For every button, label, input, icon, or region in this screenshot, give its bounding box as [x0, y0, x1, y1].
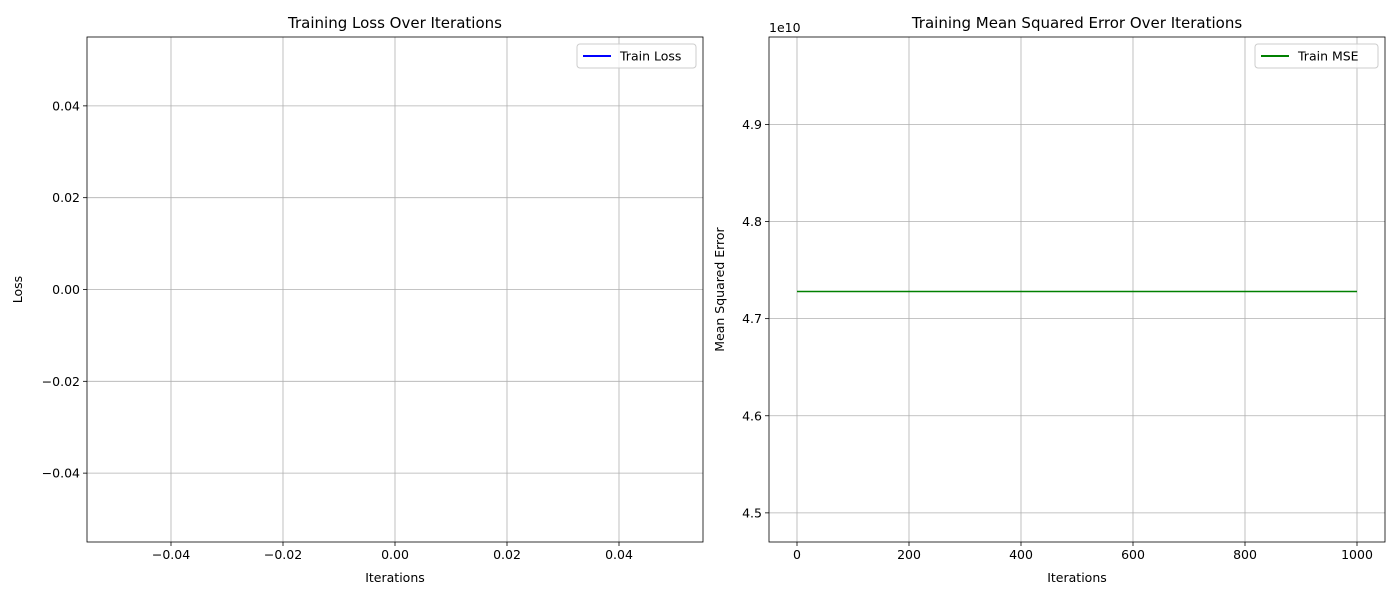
y-axis-label: Mean Squared Error: [712, 226, 727, 351]
legend-label: Train MSE: [1297, 49, 1359, 64]
chart-title: Training Loss Over Iterations: [287, 14, 502, 32]
y-tick-label: 4.7: [742, 311, 762, 326]
x-tick-label: 0.00: [381, 547, 409, 562]
x-tick-label: −0.02: [264, 547, 302, 562]
plot-area: [769, 37, 1385, 542]
x-axis-label: Iterations: [365, 570, 425, 585]
x-axis-label: Iterations: [1047, 570, 1107, 585]
y-tick-label: 4.6: [742, 408, 762, 423]
legend-label: Train Loss: [619, 49, 681, 64]
x-tick-label: 1000: [1341, 547, 1373, 562]
axes-frame: [768, 36, 1386, 543]
legend-box: [1254, 43, 1379, 69]
chart-panel-2: 0 200 400 600 800 1000 4.5 4.6 4.7 4.8 4.9 1e10 Trai…: [712, 14, 1386, 585]
y-tick-label: 0.04: [52, 98, 80, 113]
x-tick-label: 0.02: [493, 547, 521, 562]
chart-panel-1: −0.04 −0.02 0.00 0.02 0.04 −0.04 −0.02 0.00 0.02…: [10, 14, 704, 585]
y-axis-label: Loss: [10, 276, 25, 303]
chart-title: Training Mean Squared Error Over Iterati…: [911, 14, 1242, 32]
y-tick-label: 4.5: [742, 505, 762, 520]
y-tick-label: −0.04: [42, 466, 80, 481]
x-tick-label: 0: [793, 547, 801, 562]
legend-box: [576, 43, 697, 69]
x-tick-label: 0.04: [605, 547, 633, 562]
y-tick-label: 0.00: [52, 282, 80, 297]
x-tick-label: 200: [897, 547, 921, 562]
x-tick-label: 600: [1121, 547, 1145, 562]
y-tick-label: 4.9: [742, 117, 762, 132]
y-tick-label: 0.02: [52, 190, 80, 205]
y-tick-label: 4.8: [742, 214, 762, 229]
y-tick-label: −0.02: [42, 374, 80, 389]
x-tick-label: 800: [1233, 547, 1257, 562]
x-tick-label: 400: [1009, 547, 1033, 562]
x-tick-label: −0.04: [152, 547, 190, 562]
y-offset-label: 1e10: [769, 20, 801, 35]
